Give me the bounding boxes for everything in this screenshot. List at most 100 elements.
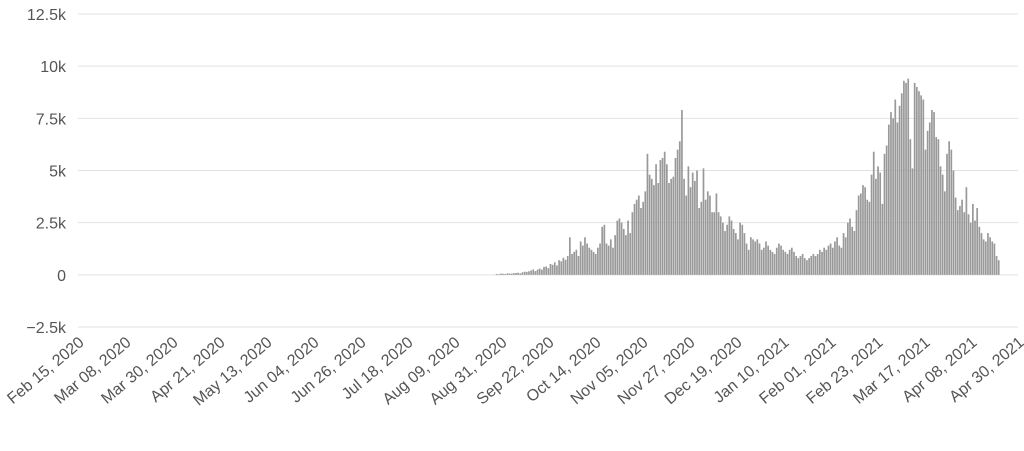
bar — [972, 203, 974, 275]
bar — [752, 239, 754, 275]
bar — [569, 237, 571, 275]
bar — [696, 170, 698, 275]
bar — [816, 253, 819, 275]
bar — [534, 271, 537, 275]
bar — [614, 235, 616, 275]
bar — [704, 199, 707, 275]
bar — [989, 237, 991, 275]
bar — [644, 191, 647, 275]
bar — [625, 235, 627, 275]
bar — [965, 187, 968, 275]
bar — [769, 249, 772, 275]
bar — [622, 228, 625, 275]
bar — [969, 222, 972, 275]
bar — [851, 226, 854, 275]
bar — [631, 212, 634, 275]
bar — [597, 247, 599, 275]
bar — [715, 193, 718, 275]
bar — [719, 216, 722, 275]
bar — [672, 176, 675, 275]
bar — [659, 160, 662, 275]
bar — [547, 268, 550, 275]
bar — [875, 178, 877, 275]
bar — [683, 178, 685, 275]
bar — [709, 195, 711, 275]
y-tick-label: 5k — [49, 164, 67, 181]
bar — [924, 149, 927, 275]
bar — [510, 273, 513, 275]
bar — [616, 220, 619, 275]
bar — [853, 231, 856, 275]
bar — [756, 239, 759, 275]
bar — [812, 253, 815, 275]
bar — [502, 273, 504, 275]
bar — [722, 222, 724, 275]
bar — [913, 82, 916, 275]
bar — [500, 273, 502, 275]
bar — [562, 257, 565, 275]
bar — [767, 245, 769, 275]
bar — [993, 243, 996, 275]
bar — [618, 218, 621, 275]
bar — [928, 122, 931, 275]
bar — [728, 216, 731, 275]
bar — [982, 239, 985, 275]
bar — [724, 231, 726, 275]
bar — [646, 153, 649, 275]
bar — [661, 157, 664, 275]
bar — [581, 245, 584, 275]
bar — [890, 112, 892, 275]
bar — [967, 214, 970, 275]
bar — [605, 243, 608, 275]
gridlines — [78, 13, 1018, 328]
bar — [657, 183, 660, 275]
bar — [849, 218, 851, 275]
y-tick-label: 10k — [40, 59, 67, 76]
bar — [911, 168, 914, 275]
bar — [997, 260, 1000, 275]
bar — [676, 149, 679, 275]
bar — [530, 270, 532, 275]
bar — [847, 222, 849, 275]
bar — [825, 249, 828, 275]
bar — [571, 253, 573, 275]
bar — [706, 191, 709, 275]
bar — [978, 226, 981, 275]
bar — [650, 178, 653, 275]
bar — [629, 233, 632, 275]
bar — [918, 91, 920, 275]
bar — [594, 253, 597, 275]
bar — [579, 241, 582, 275]
bar — [795, 256, 797, 275]
bar — [898, 105, 901, 275]
bar — [801, 253, 804, 275]
bar — [762, 247, 765, 275]
bar — [773, 253, 776, 275]
bar — [739, 222, 741, 275]
bar — [950, 149, 953, 275]
bar — [517, 272, 519, 275]
bar — [685, 195, 688, 275]
bar — [558, 260, 560, 275]
bar — [698, 208, 701, 275]
bar — [607, 245, 610, 275]
bar — [663, 151, 666, 275]
bar — [732, 228, 735, 275]
bar — [584, 237, 586, 275]
bar — [513, 273, 515, 275]
bar — [855, 210, 858, 275]
bar — [506, 273, 509, 275]
bar — [844, 237, 847, 275]
y-tick-label: 12.5k — [27, 7, 67, 24]
bar — [803, 258, 806, 275]
bar — [814, 256, 817, 275]
bar — [935, 137, 938, 275]
bar — [896, 122, 899, 275]
bar — [747, 249, 750, 275]
bar — [840, 247, 843, 275]
bar — [823, 247, 826, 275]
bar — [810, 256, 813, 275]
bar — [836, 237, 838, 275]
